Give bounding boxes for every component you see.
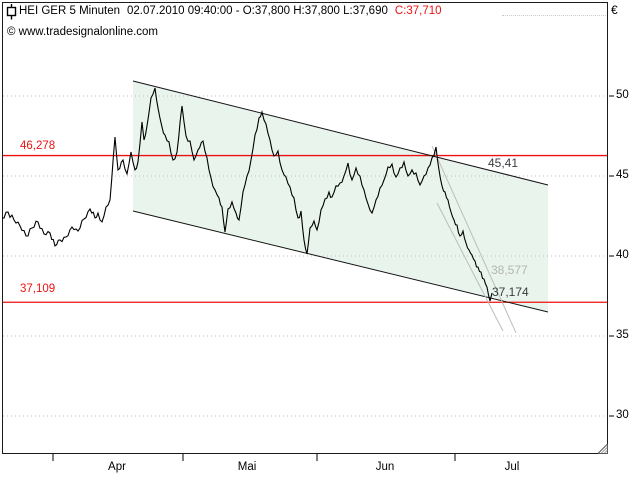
chart-header: HEI GER 5 Minuten 02.07.2010 09:40:00 - O… — [19, 4, 442, 19]
x-axis-label-mai: Mai — [237, 461, 257, 473]
currency-label: € — [611, 3, 618, 17]
level-label-46278: 46,278 — [20, 140, 56, 152]
y-axis-label-45: 45 — [616, 169, 629, 181]
annotation-37174: 37,174 — [492, 285, 529, 299]
x-axis-label-apr: Apr — [108, 461, 126, 473]
y-axis-label-50: 50 — [616, 89, 629, 101]
annotation-4541: 45,41 — [488, 156, 519, 170]
chart-frame — [2, 2, 608, 454]
copyright-text: © www.tradesignalonline.com — [7, 26, 159, 38]
candlestick-icon — [6, 4, 17, 20]
quote-close: C:37,710 — [394, 5, 442, 17]
resize-grip-handle[interactable] — [598, 444, 608, 454]
instrument-title: HEI GER 5 Minuten — [19, 5, 120, 17]
y-axis-label-35: 35 — [616, 329, 629, 341]
x-axis-label-jun: Jun — [375, 461, 395, 473]
level-label-37109: 37,109 — [20, 283, 56, 295]
x-axis-label-jul: Jul — [504, 461, 520, 473]
y-axis-label-40: 40 — [616, 249, 629, 261]
dotted-leader-line — [502, 3, 606, 16]
annotation-38577: 38,577 — [491, 263, 528, 277]
y-axis-label-30: 30 — [616, 409, 629, 421]
quote-ohlc: 02.07.2010 09:40:00 - O:37,800 H:37,800 … — [126, 5, 388, 17]
